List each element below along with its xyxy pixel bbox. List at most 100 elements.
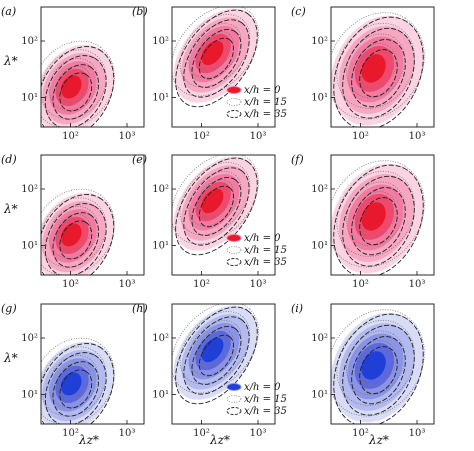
dotted-contour — [188, 320, 242, 376]
legend-swatch-filled — [226, 234, 242, 242]
legend-swatch-dashed — [226, 110, 242, 118]
x-tick-label: 10³ — [119, 428, 136, 439]
panel-label: (h) — [132, 302, 148, 315]
x-tick-label: 10³ — [409, 131, 426, 142]
dotted-contour — [55, 362, 92, 401]
legend: x/h = 0x/h = 15x/h = 35 — [226, 382, 287, 417]
dashed-contour — [191, 28, 242, 88]
dashed-contour — [351, 336, 406, 405]
dashed-contour — [52, 212, 100, 268]
legend: x/h = 0x/h = 15x/h = 35 — [226, 233, 287, 268]
dashed-contour — [183, 19, 250, 98]
dotted-contour — [41, 346, 107, 417]
dashed-contour — [198, 334, 235, 377]
panel-label: (d) — [1, 153, 17, 166]
dashed-contour — [59, 220, 93, 260]
dashed-contour — [175, 157, 258, 256]
panel-frame — [330, 303, 435, 425]
panel-label: (e) — [132, 153, 147, 166]
dashed-contour — [41, 46, 115, 127]
dotted-contour — [354, 340, 397, 386]
panel-label: (b) — [132, 5, 148, 18]
contour-group — [331, 160, 425, 275]
dashed-contour — [198, 37, 235, 80]
dashed-contour — [41, 343, 115, 424]
y-tick-label: 10¹ — [21, 92, 38, 103]
dotted-contour — [172, 155, 259, 245]
legend-swatch-dotted — [226, 246, 242, 254]
dashed-contour — [342, 324, 415, 416]
x-tick-label: 10² — [62, 279, 79, 290]
y-tick-label: 10² — [311, 36, 328, 47]
dashed-contour — [41, 194, 115, 275]
filled-contour — [361, 202, 386, 231]
dotted-contour — [188, 23, 242, 79]
dotted-contour — [41, 337, 115, 424]
dotted-contour — [196, 328, 234, 368]
contour-group — [172, 7, 259, 108]
x-tick-label: 10² — [193, 279, 210, 290]
filled-contour — [361, 54, 386, 83]
dashed-contour — [183, 316, 250, 395]
dotted-contour — [55, 65, 92, 104]
y-tick-label: 10² — [152, 36, 169, 47]
dotted-contour — [196, 179, 234, 219]
panel-label: (g) — [1, 302, 17, 315]
panel-a: 10² 10³ 10¹ 10² (a) λ* — [1, 5, 145, 142]
dashed-contour — [44, 203, 107, 275]
dashed-contour — [351, 39, 406, 108]
contour-group — [172, 304, 259, 405]
x-tick-label: 10³ — [409, 428, 426, 439]
dotted-contour — [354, 43, 397, 89]
dotted-contour — [41, 188, 115, 275]
x-tick-label: 10³ — [409, 279, 426, 290]
dashed-contour — [191, 176, 242, 236]
y-tick-label: 10¹ — [311, 92, 328, 103]
dashed-contour — [351, 187, 406, 256]
y-tick-label: 10² — [21, 184, 38, 195]
dashed-contour — [183, 167, 250, 246]
panel-frame — [40, 6, 145, 128]
panel-label: (a) — [1, 5, 16, 18]
dotted-contour — [172, 304, 259, 394]
dashed-contour — [198, 185, 235, 228]
y-tick-label: 10² — [311, 184, 328, 195]
dashed-contour — [52, 361, 100, 417]
contour-group — [331, 12, 425, 127]
panel-label: (f) — [291, 153, 304, 166]
y-tick-label: 10¹ — [311, 240, 328, 251]
panel-frame — [40, 154, 145, 276]
x-tick-label: 10² — [193, 131, 210, 142]
panel-f: 10² 10³ 10¹ 10² (f) — [291, 153, 435, 290]
y-tick-label: 10² — [152, 184, 169, 195]
dashed-contour — [59, 72, 93, 112]
dashed-contour — [342, 175, 415, 267]
dotted-contour — [188, 171, 242, 227]
x-axis-title: λz* — [368, 433, 389, 447]
y-tick-label: 10¹ — [21, 240, 38, 251]
legend-entry: x/h = 35 — [244, 109, 287, 120]
panel-frame — [40, 303, 145, 425]
x-tick-label: 10² — [193, 428, 210, 439]
y-tick-label: 10¹ — [152, 389, 169, 400]
legend-swatch-dashed — [226, 407, 242, 415]
dotted-contour — [336, 319, 415, 406]
contour-group — [172, 155, 259, 256]
panel-label: (c) — [291, 5, 306, 18]
y-axis-title: λ* — [3, 202, 18, 216]
panel-h: 10² 10³ 10¹ 10² (h) — [132, 302, 276, 439]
panel-i: 10² 10³ 10¹ 10² (i) — [291, 302, 435, 439]
dotted-contour — [48, 355, 99, 408]
x-tick-label: 10³ — [250, 279, 267, 290]
legend-swatch-dashed — [226, 258, 242, 266]
panel-e: 10² 10³ 10¹ 10² (e) — [132, 153, 276, 290]
dotted-contour — [41, 197, 107, 268]
dotted-contour — [48, 206, 99, 259]
dashed-contour — [59, 369, 93, 409]
y-tick-label: 10¹ — [21, 389, 38, 400]
dotted-contour — [336, 22, 415, 109]
legend-entry: x/h = 35 — [244, 406, 287, 417]
dotted-contour — [354, 191, 397, 237]
legend-swatch-dotted — [226, 395, 242, 403]
